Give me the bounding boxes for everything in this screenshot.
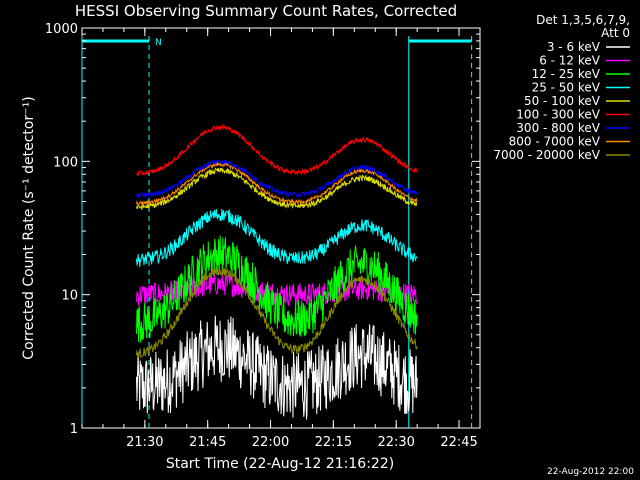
x-tick-label: 21:45	[189, 435, 226, 450]
y-tick-label: 1000	[45, 22, 78, 37]
legend-header-line-2: Att 0	[601, 26, 630, 40]
series-line	[136, 167, 418, 210]
legend-item-label: 6 - 12 keV	[539, 54, 601, 68]
legend-item-label: 7000 - 20000 keV	[493, 148, 600, 162]
x-tick-label: 22:30	[377, 435, 414, 450]
y-axis-label: Corrected Count Rate (s⁻¹ detector⁻¹)	[21, 96, 37, 359]
y-tick-label: 10	[61, 289, 78, 304]
x-axis-label: Start Time (22-Aug-12 21:16:22)	[166, 456, 394, 472]
series-layer	[136, 123, 418, 420]
legend-item-label: 300 - 800 keV	[516, 121, 600, 135]
legend-item-label: 25 - 50 keV	[532, 81, 601, 95]
legend-item-label: 100 - 300 keV	[516, 108, 600, 122]
night-label: N	[155, 38, 162, 48]
legend-item-label: 800 - 7000 keV	[509, 135, 601, 149]
y-tick-label: 1	[70, 422, 78, 437]
series-line	[136, 123, 418, 177]
y-axis: 1 10 100 1000	[45, 22, 480, 437]
chart-title: HESSI Observing Summary Count Rates, Cor…	[75, 2, 457, 20]
x-tick-label: 22:15	[315, 435, 352, 450]
series-line	[136, 266, 418, 360]
x-axis: 21:30 21:45 22:00 22:15 22:30 22:45	[81, 28, 481, 450]
x-tick-label: 21:30	[126, 435, 163, 450]
series-line	[136, 315, 418, 420]
legend-item-label: 3 - 6 keV	[547, 40, 601, 54]
legend-header-line-1: Det 1,3,5,6,7,9,	[536, 13, 630, 27]
y-tick-label: 100	[53, 155, 78, 170]
x-tick-label: 22:00	[252, 435, 289, 450]
legend-item-label: 50 - 100 keV	[524, 94, 601, 108]
footer-date: 22-Aug-2012 22:00	[547, 467, 634, 477]
x-tick-label: 22:45	[440, 435, 477, 450]
series-line	[136, 208, 418, 267]
legend-item-label: 12 - 25 keV	[532, 67, 601, 81]
night-intervals: N	[81, 36, 473, 428]
series-line	[136, 235, 418, 343]
series-line	[136, 158, 418, 199]
